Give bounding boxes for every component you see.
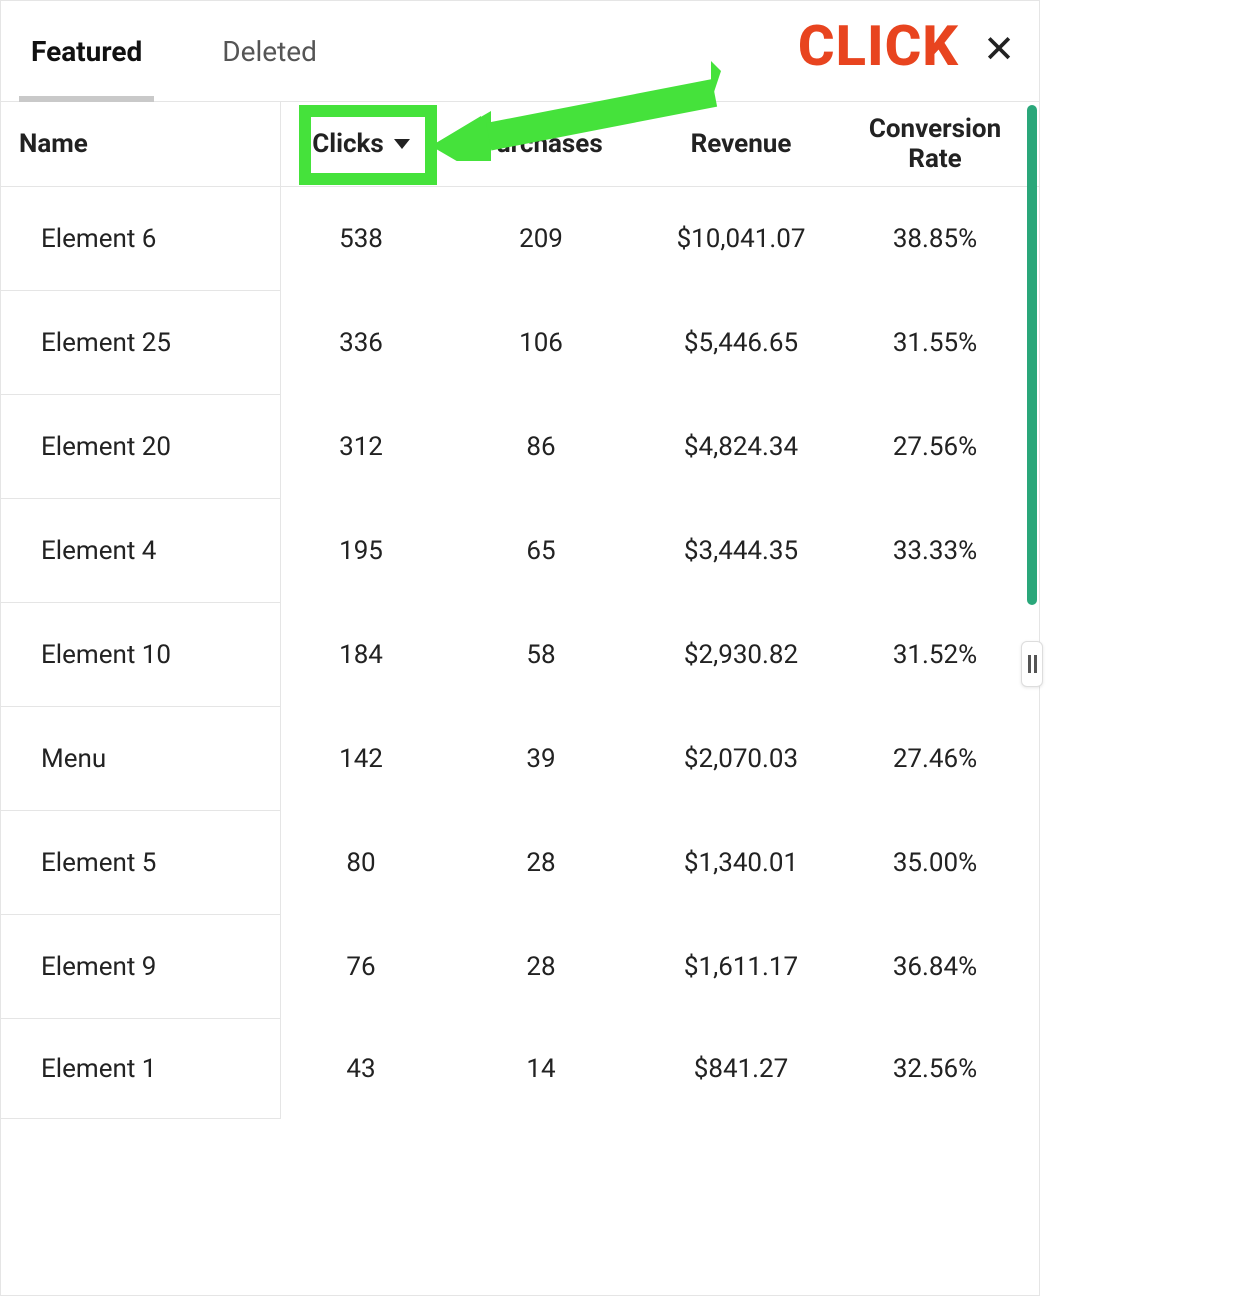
cell-clicks: 312 xyxy=(281,432,441,462)
cell-purchases: 39 xyxy=(441,744,641,774)
cell-name: Element 6 xyxy=(1,187,281,291)
cell-name: Element 9 xyxy=(1,915,281,1019)
cell-conversion: 36.84% xyxy=(841,952,1039,982)
cell-purchases: 209 xyxy=(441,224,641,254)
table-body: Element 6538209$10,041.0738.85%Element 2… xyxy=(1,187,1039,1119)
cell-conversion: 27.56% xyxy=(841,432,1039,462)
cell-conversion: 31.55% xyxy=(841,328,1039,358)
scrollbar-thumb[interactable] xyxy=(1027,105,1037,605)
cell-name: Element 5 xyxy=(1,811,281,915)
table-row[interactable]: Element 58028$1,340.0135.00% xyxy=(1,811,1039,915)
cell-name: Element 25 xyxy=(1,291,281,395)
cell-purchases: 14 xyxy=(441,1054,641,1084)
column-header-conversion[interactable]: Conversion Rate xyxy=(841,114,1039,174)
tab-deleted[interactable]: Deleted xyxy=(222,35,317,68)
table-row[interactable]: Element 2031286$4,824.3427.56% xyxy=(1,395,1039,499)
cell-clicks: 76 xyxy=(281,952,441,982)
sort-desc-icon xyxy=(394,139,410,149)
cell-revenue: $3,444.35 xyxy=(641,536,841,566)
column-header-clicks[interactable]: Clicks xyxy=(281,129,441,159)
table-row[interactable]: Menu14239$2,070.0327.46% xyxy=(1,707,1039,811)
resize-handle-icon[interactable] xyxy=(1021,641,1043,687)
table-header: Name Clicks Purchases Revenue Conversion… xyxy=(1,101,1039,187)
cell-revenue: $4,824.34 xyxy=(641,432,841,462)
cell-revenue: $5,446.65 xyxy=(641,328,841,358)
table-row[interactable]: Element 419565$3,444.3533.33% xyxy=(1,499,1039,603)
column-header-name[interactable]: Name xyxy=(1,102,281,186)
cell-name: Element 10 xyxy=(1,603,281,707)
cell-conversion: 33.33% xyxy=(841,536,1039,566)
cell-revenue: $10,041.07 xyxy=(641,224,841,254)
table-row[interactable]: Element 25336106$5,446.6531.55% xyxy=(1,291,1039,395)
cell-clicks: 43 xyxy=(281,1054,441,1084)
column-header-revenue[interactable]: Revenue xyxy=(641,129,841,159)
cell-clicks: 142 xyxy=(281,744,441,774)
column-header-clicks-label: Clicks xyxy=(312,129,384,159)
cell-purchases: 58 xyxy=(441,640,641,670)
cell-conversion: 35.00% xyxy=(841,848,1039,878)
cell-conversion: 32.56% xyxy=(841,1054,1039,1084)
cell-clicks: 184 xyxy=(281,640,441,670)
tabs-bar: Featured Deleted CLICK ✕ xyxy=(1,1,1039,101)
cell-clicks: 195 xyxy=(281,536,441,566)
annotation-click-label: CLICK xyxy=(798,13,959,79)
cell-clicks: 80 xyxy=(281,848,441,878)
cell-revenue: $2,930.82 xyxy=(641,640,841,670)
table-row[interactable]: Element 6538209$10,041.0738.85% xyxy=(1,187,1039,291)
cell-purchases: 106 xyxy=(441,328,641,358)
column-header-purchases[interactable]: Purchases xyxy=(441,129,641,159)
data-panel: Featured Deleted CLICK ✕ Name Clicks Pur… xyxy=(0,0,1040,1296)
cell-revenue: $841.27 xyxy=(641,1054,841,1084)
close-icon[interactable]: ✕ xyxy=(983,31,1015,69)
table-row[interactable]: Element 14314$841.2732.56% xyxy=(1,1019,1039,1119)
cell-clicks: 336 xyxy=(281,328,441,358)
cell-revenue: $2,070.03 xyxy=(641,744,841,774)
cell-name: Element 20 xyxy=(1,395,281,499)
cell-clicks: 538 xyxy=(281,224,441,254)
cell-name: Element 1 xyxy=(1,1019,281,1119)
cell-revenue: $1,340.01 xyxy=(641,848,841,878)
tab-featured[interactable]: Featured xyxy=(31,35,142,68)
table-row[interactable]: Element 97628$1,611.1736.84% xyxy=(1,915,1039,1019)
table-row[interactable]: Element 1018458$2,930.8231.52% xyxy=(1,603,1039,707)
cell-purchases: 28 xyxy=(441,952,641,982)
cell-name: Element 4 xyxy=(1,499,281,603)
cell-purchases: 86 xyxy=(441,432,641,462)
cell-conversion: 38.85% xyxy=(841,224,1039,254)
cell-purchases: 28 xyxy=(441,848,641,878)
cell-revenue: $1,611.17 xyxy=(641,952,841,982)
cell-conversion: 27.46% xyxy=(841,744,1039,774)
cell-purchases: 65 xyxy=(441,536,641,566)
cell-conversion: 31.52% xyxy=(841,640,1039,670)
scrollbar-track[interactable] xyxy=(1027,105,1037,1295)
cell-name: Menu xyxy=(1,707,281,811)
